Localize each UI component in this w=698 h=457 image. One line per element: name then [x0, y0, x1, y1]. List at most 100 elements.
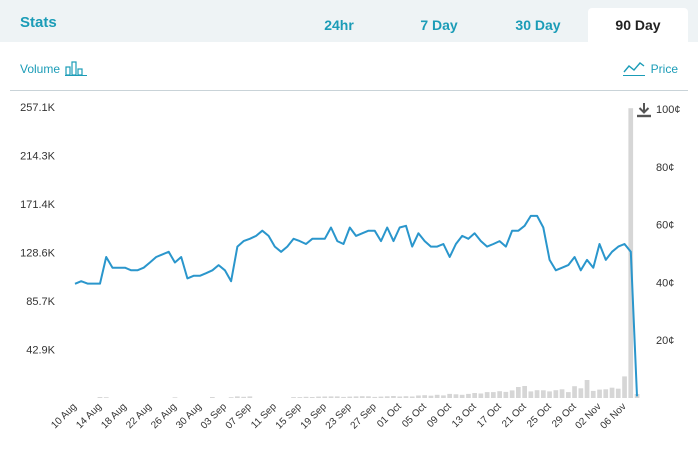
right-axis-tick-label: 40¢ [656, 277, 674, 289]
volume-bar [559, 389, 565, 398]
volume-bar [428, 395, 434, 398]
volume-bar [210, 397, 215, 398]
download-icon[interactable] [636, 102, 652, 118]
volume-bar [347, 396, 353, 398]
left-axis-tick-label: 128.6K [20, 247, 56, 259]
volume-bar [472, 393, 477, 398]
volume-toggle[interactable]: Volume [20, 60, 88, 76]
x-axis-tick-label: 18 Aug [99, 401, 129, 431]
volume-bar [528, 391, 534, 398]
tab-24hr[interactable]: 24hr [324, 17, 354, 33]
x-axis-tick-label: 25 Oct [525, 401, 554, 430]
volume-bar [497, 391, 502, 398]
volume-bar [509, 390, 515, 398]
volume-bar [247, 396, 253, 398]
volume-bar [334, 396, 340, 398]
left-axis-ticks: 42.9K 85.7K 128.6K 171.4K 214.3K 257.1K [20, 102, 56, 356]
right-axis-tick-label: 100¢ [656, 104, 680, 116]
volume-bar [578, 388, 584, 398]
x-axis-tick-label: 07 Sep [224, 401, 254, 431]
x-axis-tick-label: 26 Aug [149, 401, 179, 431]
volume-bar [534, 390, 540, 398]
volume-bar [584, 380, 590, 398]
left-axis-tick-label: 85.7K [26, 296, 55, 308]
volume-bar [309, 397, 315, 398]
right-axis-tick-label: 20¢ [656, 335, 674, 347]
left-axis-tick-label: 214.3K [20, 150, 56, 162]
volume-bar [241, 396, 246, 398]
x-axis-tick-label: 15 Sep [274, 401, 304, 431]
x-axis-tick-label: 30 Aug [174, 401, 204, 431]
volume-bar [359, 396, 365, 398]
volume-bar [228, 397, 234, 398]
x-axis-tick-label: 27 Sep [349, 401, 379, 431]
tab-bar: Stats 24hr 7 Day 30 Day 90 Day [0, 0, 698, 42]
right-axis-tick-label: 60¢ [656, 220, 674, 232]
volume-bar [553, 390, 559, 398]
volume-bar [353, 396, 359, 398]
volume-bar [341, 396, 346, 398]
volume-bar [441, 395, 446, 398]
volume-bar [447, 393, 452, 398]
price-label: Price [650, 62, 678, 76]
x-axis-tick-label: 13 Oct [450, 401, 479, 430]
price-line [74, 214, 638, 397]
volume-bar [378, 396, 384, 398]
left-axis-tick-label: 42.9K [26, 344, 55, 356]
x-axis-tick-label: 10 Aug [49, 401, 79, 431]
left-axis-tick-label: 171.4K [20, 199, 56, 211]
x-axis-tick-label: 17 Oct [475, 401, 504, 430]
x-axis-tick-label: 09 Oct [425, 401, 454, 430]
x-axis-tick-label: 02 Nov [573, 401, 603, 431]
tab-90-day[interactable]: 90 Day [588, 8, 688, 42]
volume-bar [541, 390, 546, 398]
x-axis-tick-label: 05 Oct [400, 401, 429, 430]
volume-bar [566, 392, 571, 398]
chart-toolbar: Volume Price [10, 42, 688, 91]
volume-bar [297, 397, 303, 398]
right-axis-ticks: 20¢ 40¢ 60¢ 80¢ 100¢ [656, 104, 680, 347]
right-axis-tick-label: 80¢ [656, 162, 674, 174]
volume-bar [547, 391, 552, 398]
volume-bar [422, 395, 427, 398]
volume-bar [172, 397, 178, 398]
volume-bar [459, 394, 465, 398]
price-volume-chart: 42.9K 85.7K 128.6K 171.4K 214.3K 257.1K 20¢ 40… [20, 102, 680, 432]
x-axis-tick-label: 14 Aug [74, 401, 104, 431]
volume-bar [372, 396, 378, 398]
volume-bar [453, 394, 459, 398]
volume-bar [478, 393, 484, 398]
volume-bar [291, 397, 296, 398]
tab-30-day[interactable]: 30 Day [515, 17, 561, 33]
left-axis-tick-label: 257.1K [20, 102, 56, 114]
volume-bar [235, 396, 240, 398]
volume-label: Volume [20, 62, 61, 76]
price-toggle[interactable]: Price [623, 60, 678, 76]
volume-bar [416, 395, 421, 398]
volume-bar [328, 396, 334, 398]
tab-7-day[interactable]: 7 Day [420, 17, 458, 33]
x-axis-tick-label: 11 Sep [249, 401, 279, 431]
x-axis-tick-label: 03 Sep [199, 401, 229, 431]
x-axis-tick-label: 23 Sep [324, 401, 354, 431]
volume-bar [516, 387, 521, 398]
volume-bar [322, 396, 328, 398]
line-chart-icon [623, 62, 646, 76]
x-axis-tick-label: 01 Oct [375, 401, 404, 430]
bar-chart-icon [65, 61, 88, 76]
volume-bar [590, 390, 596, 398]
volume-bar [522, 386, 527, 398]
volume-bar [366, 396, 371, 398]
volume-bar [622, 376, 627, 398]
stats-title: Stats [20, 14, 57, 31]
volume-bar [615, 388, 621, 398]
x-axis-tick-label: 19 Sep [299, 401, 329, 431]
volume-bar [303, 396, 309, 398]
volume-bar [466, 393, 471, 398]
volume-bar [103, 397, 109, 398]
x-axis-tick-label: 21 Oct [500, 401, 529, 430]
x-axis-tick-label: 22 Aug [124, 401, 154, 431]
volume-bar [397, 396, 403, 398]
volume-bar [597, 389, 602, 398]
